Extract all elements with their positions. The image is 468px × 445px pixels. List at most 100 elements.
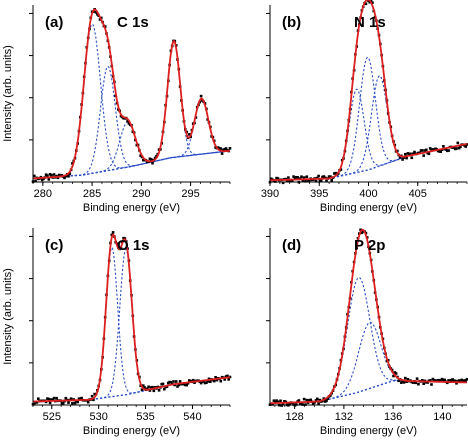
data-point [455, 382, 458, 385]
data-point [209, 380, 212, 383]
data-point [163, 387, 166, 391]
data-point [140, 388, 144, 391]
data-point [322, 175, 326, 178]
data-point [185, 383, 188, 387]
data-point [46, 174, 49, 177]
data-point [405, 156, 408, 160]
x-tick-label: 400 [359, 188, 377, 200]
data-point [52, 396, 56, 400]
data-point [71, 402, 74, 405]
data-point [149, 158, 153, 161]
data-point [428, 379, 432, 382]
data-point [427, 152, 431, 156]
data-point [276, 400, 280, 404]
data-point [464, 145, 467, 148]
data-point [228, 147, 232, 150]
data-point [426, 151, 429, 155]
data-point [436, 149, 440, 153]
panel-title: P 2p [354, 237, 385, 254]
x-tick-label: 136 [384, 411, 402, 423]
data-point [456, 141, 460, 145]
data-point [86, 400, 90, 404]
data-point [153, 156, 157, 160]
panel-title: C 1s [117, 14, 149, 31]
panel-tag: (c) [45, 237, 63, 254]
data-point [451, 378, 454, 381]
component-peak-4 [33, 40, 231, 180]
x-tick-label: 290 [132, 188, 150, 200]
data-point [224, 147, 228, 150]
data-point [146, 387, 149, 391]
data-point [287, 176, 290, 179]
data-point [275, 176, 278, 180]
data-point [281, 402, 285, 406]
panel-title: N 1s [354, 14, 386, 31]
data-point [455, 147, 458, 150]
data-point [223, 147, 226, 151]
data-point [35, 401, 39, 404]
data-point [301, 179, 305, 183]
data-point [411, 152, 415, 156]
data-point [126, 119, 129, 123]
data-point [288, 403, 291, 406]
data-point [67, 175, 70, 178]
data-point [68, 172, 72, 175]
data-point [447, 379, 450, 382]
data-point [436, 378, 440, 382]
x-axis-label: Binding energy (eV) [320, 425, 417, 437]
data-point [461, 379, 465, 382]
data-point [326, 397, 330, 400]
data-point [327, 175, 331, 178]
data-point [360, 231, 364, 235]
panel-d: 128 132 136 140 Binding energy (eV) (d) P 2p [266, 228, 468, 437]
data-point [297, 399, 301, 402]
data-point [305, 398, 309, 402]
data-point [174, 380, 178, 383]
data-point [157, 389, 161, 392]
data-point [318, 398, 322, 402]
data-point [215, 378, 219, 382]
data-point [392, 374, 395, 378]
data-point [306, 179, 310, 183]
data-point [142, 384, 145, 387]
data-point [457, 146, 461, 150]
data-point [219, 147, 223, 150]
x-tick-label: 132 [335, 411, 353, 423]
data-point [178, 380, 182, 383]
data-point [55, 396, 58, 400]
component-peak-2 [33, 65, 231, 180]
data-point [56, 176, 60, 180]
data-point [406, 378, 410, 381]
panel-b: 390 395 400 405 Binding energy (eV) (b) N 1s [261, 0, 468, 214]
data-point [413, 150, 416, 154]
data-point [227, 378, 230, 381]
component-peak-2 [269, 56, 468, 181]
x-axis-label: Binding energy (eV) [83, 425, 180, 437]
data-point [50, 174, 53, 177]
data-point [415, 377, 419, 380]
data-point [176, 385, 179, 388]
y-axis-label: Intensity (arb. units) [2, 45, 14, 142]
data-point [143, 386, 146, 389]
data-point [60, 174, 64, 177]
data-point [172, 380, 175, 383]
data-point [64, 174, 68, 178]
data-point [339, 168, 343, 171]
data-point [212, 379, 216, 383]
data-point [404, 376, 407, 380]
data-point [51, 398, 54, 402]
data-point [453, 379, 457, 383]
data-point [409, 152, 412, 156]
data-point [98, 18, 102, 21]
fit-envelope [269, 228, 468, 405]
data-point [206, 380, 209, 383]
data-point [410, 156, 414, 160]
data-point [426, 381, 429, 384]
data-point [312, 402, 315, 406]
data-point [322, 397, 326, 400]
x-tick-label: 405 [409, 188, 427, 200]
data-point [449, 378, 453, 382]
data-point [165, 385, 169, 388]
